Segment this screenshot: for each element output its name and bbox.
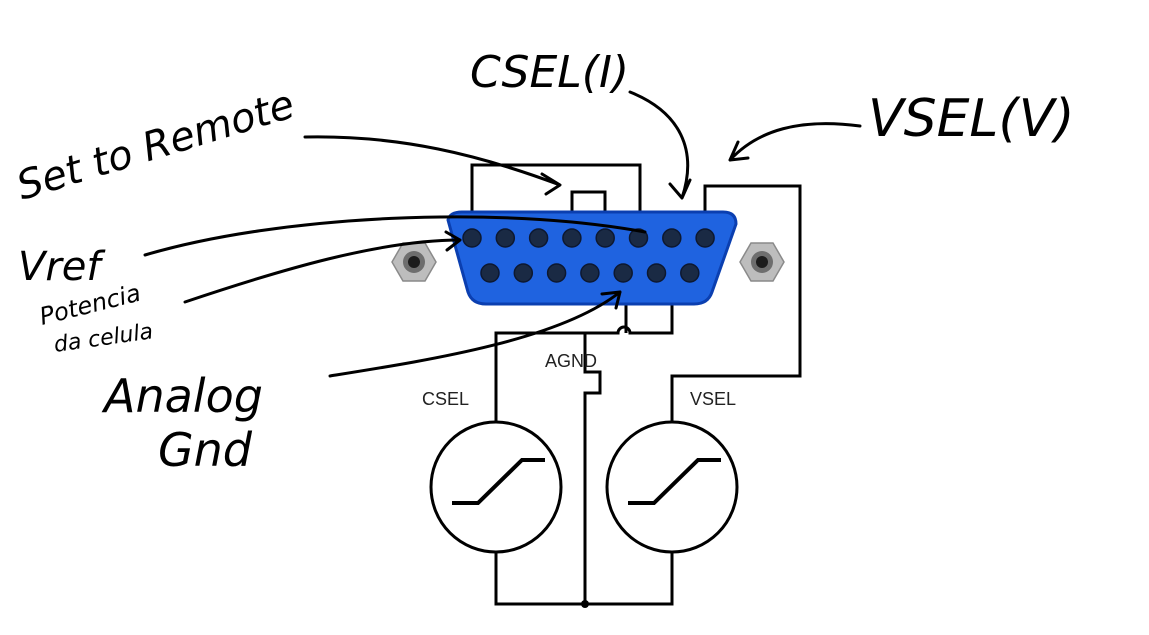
- vsel-v-arrow: [728, 122, 862, 162]
- connector-pin-bottom-7: [680, 263, 700, 283]
- connector-pin-bottom-3: [546, 263, 567, 283]
- db15-connector: [446, 210, 738, 306]
- remote-jumper-wire: [470, 163, 642, 236]
- meter-icon-csel: [429, 420, 563, 554]
- meter-icon-vsel: [605, 420, 739, 554]
- csel-i-arrow: [628, 90, 692, 200]
- vref-annotation: Vref: [18, 244, 106, 290]
- potencia-arrow: [183, 230, 462, 304]
- connector-pin-bottom-2: [513, 263, 534, 283]
- connector-pin-top-8: [695, 228, 715, 248]
- set-to-remote-annotation: Set to Remote: [11, 82, 299, 210]
- potencia-annotation-line2: da celula: [52, 319, 154, 358]
- connector-pin-top-7: [662, 228, 682, 248]
- screw-icon-left: [391, 242, 437, 282]
- connector-pin-top-1: [462, 228, 482, 248]
- connector-pin-top-6: [628, 228, 649, 248]
- common-ground-wire: [583, 333, 602, 604]
- screw-icon-right: [739, 242, 785, 282]
- connector-pin-top-2: [495, 228, 516, 248]
- vsel-label: VSEL: [690, 389, 736, 409]
- connector-pin-bottom-5: [613, 263, 633, 283]
- connector-pin-top-3: [528, 228, 549, 248]
- connector-pin-top-5: [595, 228, 615, 248]
- csel-i-annotation: CSEL(I): [470, 47, 629, 98]
- connector-pin-bottom-6: [646, 263, 667, 283]
- connector-pin-bottom-1: [480, 263, 500, 283]
- vsel-v-annotation: VSEL(V): [868, 89, 1075, 149]
- set-to-remote-arrow: [303, 135, 562, 196]
- ground-junction: [581, 600, 589, 608]
- analog-annotation-line2: Gnd: [158, 423, 253, 477]
- vsel-signal-wire: [670, 184, 802, 422]
- connector-shell: [446, 210, 738, 306]
- connector-pin-bottom-4: [580, 263, 600, 283]
- connector-pin-top-4: [562, 228, 582, 248]
- analog-annotation-line1: Analog: [101, 369, 263, 423]
- analog-gnd-arrow: [328, 290, 622, 378]
- agnd-label: AGND: [545, 351, 597, 371]
- csel-label: CSEL: [422, 389, 469, 409]
- vref-pointer-line: [143, 215, 647, 257]
